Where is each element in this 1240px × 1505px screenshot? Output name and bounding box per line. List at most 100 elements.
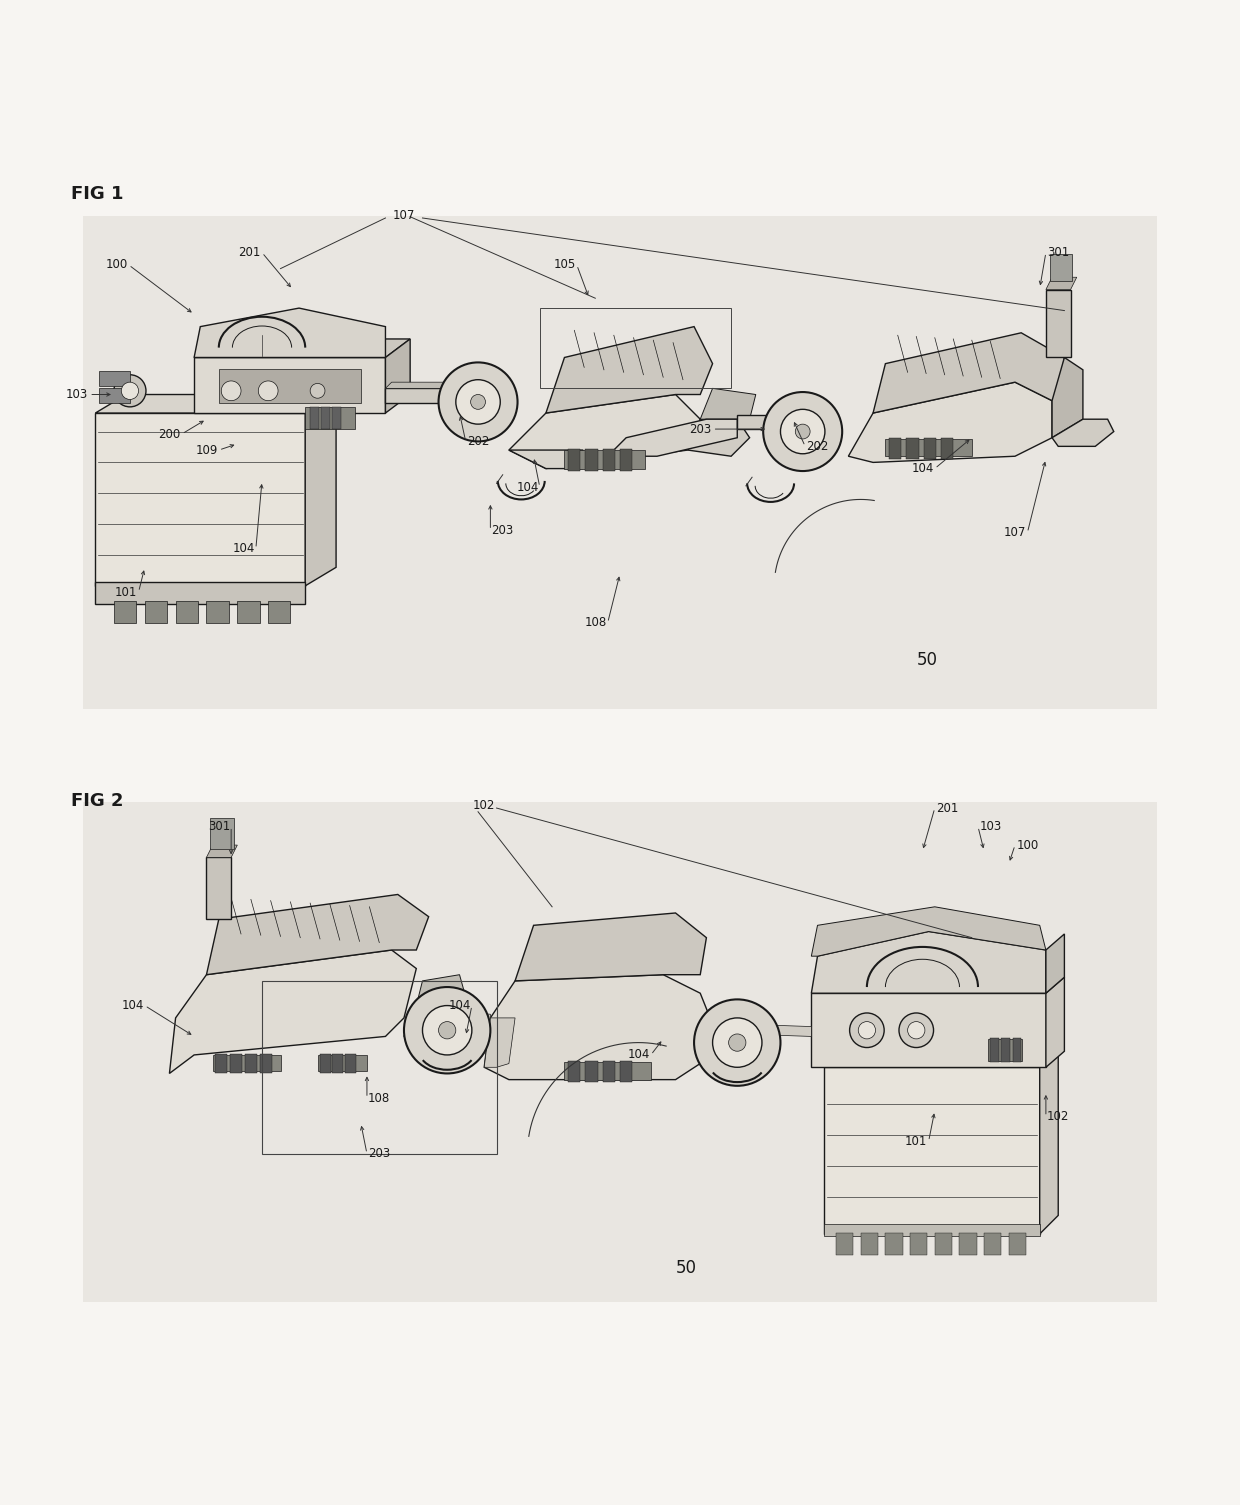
- Text: 202: 202: [466, 435, 490, 448]
- Circle shape: [780, 409, 825, 455]
- Bar: [603, 1061, 615, 1082]
- Text: FIG 2: FIG 2: [71, 792, 123, 810]
- Circle shape: [404, 987, 490, 1073]
- Bar: [1009, 1233, 1027, 1255]
- Text: 104: 104: [232, 542, 254, 555]
- Polygon shape: [1045, 289, 1070, 358]
- Bar: [310, 406, 319, 429]
- Polygon shape: [448, 1011, 490, 1023]
- Bar: [988, 1038, 1023, 1061]
- Bar: [114, 600, 136, 623]
- Bar: [568, 448, 580, 471]
- Polygon shape: [515, 914, 707, 981]
- Polygon shape: [83, 215, 1157, 709]
- Bar: [924, 438, 936, 459]
- Polygon shape: [811, 993, 1045, 1067]
- Bar: [991, 1037, 999, 1063]
- Bar: [960, 1233, 977, 1255]
- Bar: [321, 406, 330, 429]
- Polygon shape: [823, 1067, 1039, 1234]
- Bar: [210, 817, 233, 849]
- Polygon shape: [508, 450, 583, 468]
- Polygon shape: [484, 1017, 515, 1067]
- Bar: [910, 1233, 928, 1255]
- Bar: [603, 448, 615, 471]
- Text: 104: 104: [449, 999, 471, 1011]
- Bar: [620, 1061, 632, 1082]
- Polygon shape: [1052, 358, 1083, 438]
- Text: 102: 102: [1047, 1111, 1069, 1123]
- Bar: [568, 1061, 580, 1082]
- Bar: [305, 406, 355, 429]
- Polygon shape: [207, 846, 237, 858]
- Bar: [244, 1054, 257, 1073]
- Circle shape: [729, 1034, 746, 1050]
- Polygon shape: [170, 950, 417, 1073]
- Text: 100: 100: [105, 259, 128, 271]
- Text: 201: 201: [238, 245, 260, 259]
- Text: 101: 101: [115, 585, 138, 599]
- Polygon shape: [83, 802, 1157, 1302]
- Text: 203: 203: [368, 1147, 391, 1160]
- Bar: [259, 1054, 272, 1073]
- Text: 50: 50: [916, 652, 937, 668]
- Bar: [317, 1055, 367, 1072]
- Text: 200: 200: [159, 427, 181, 441]
- Bar: [207, 600, 228, 623]
- Polygon shape: [688, 420, 750, 456]
- Polygon shape: [811, 932, 1045, 993]
- Bar: [861, 1233, 878, 1255]
- Circle shape: [713, 1017, 761, 1067]
- Bar: [212, 1055, 280, 1072]
- Text: 102: 102: [472, 799, 496, 813]
- Bar: [935, 1233, 952, 1255]
- Bar: [985, 1233, 1002, 1255]
- Text: 108: 108: [584, 617, 606, 629]
- Bar: [262, 981, 496, 1154]
- Bar: [906, 438, 919, 459]
- Polygon shape: [738, 415, 799, 429]
- Text: 301: 301: [207, 820, 229, 834]
- Polygon shape: [1039, 1049, 1058, 1234]
- Bar: [564, 1063, 651, 1079]
- Circle shape: [795, 424, 810, 439]
- Bar: [99, 388, 130, 403]
- Text: 109: 109: [195, 444, 218, 456]
- Polygon shape: [195, 309, 386, 358]
- Polygon shape: [404, 999, 460, 1038]
- Polygon shape: [417, 975, 466, 1005]
- Bar: [1002, 1037, 1011, 1063]
- Bar: [585, 1061, 598, 1082]
- Text: 301: 301: [1047, 245, 1069, 259]
- Circle shape: [423, 1005, 472, 1055]
- Bar: [320, 1054, 331, 1073]
- Circle shape: [439, 1022, 456, 1038]
- Bar: [1013, 1037, 1022, 1063]
- Polygon shape: [95, 582, 305, 605]
- Circle shape: [858, 1022, 875, 1038]
- Polygon shape: [195, 358, 386, 412]
- Bar: [941, 438, 954, 459]
- Text: 105: 105: [553, 259, 575, 271]
- Text: 104: 104: [122, 999, 144, 1011]
- Circle shape: [908, 1022, 925, 1038]
- Polygon shape: [873, 333, 1064, 412]
- Circle shape: [122, 382, 139, 399]
- Polygon shape: [1045, 977, 1064, 1067]
- Circle shape: [694, 999, 780, 1085]
- Polygon shape: [386, 382, 479, 388]
- Polygon shape: [386, 388, 472, 403]
- Text: 50: 50: [676, 1260, 697, 1278]
- Polygon shape: [1052, 420, 1114, 447]
- Circle shape: [899, 1013, 934, 1047]
- Bar: [1049, 254, 1071, 281]
- Bar: [99, 372, 130, 385]
- Text: FIG 1: FIG 1: [71, 185, 123, 203]
- Text: 107: 107: [1004, 527, 1027, 539]
- Polygon shape: [811, 908, 1045, 956]
- Text: 202: 202: [806, 439, 828, 453]
- Polygon shape: [848, 382, 1052, 462]
- Polygon shape: [508, 394, 701, 468]
- Polygon shape: [95, 394, 336, 412]
- Polygon shape: [195, 339, 410, 358]
